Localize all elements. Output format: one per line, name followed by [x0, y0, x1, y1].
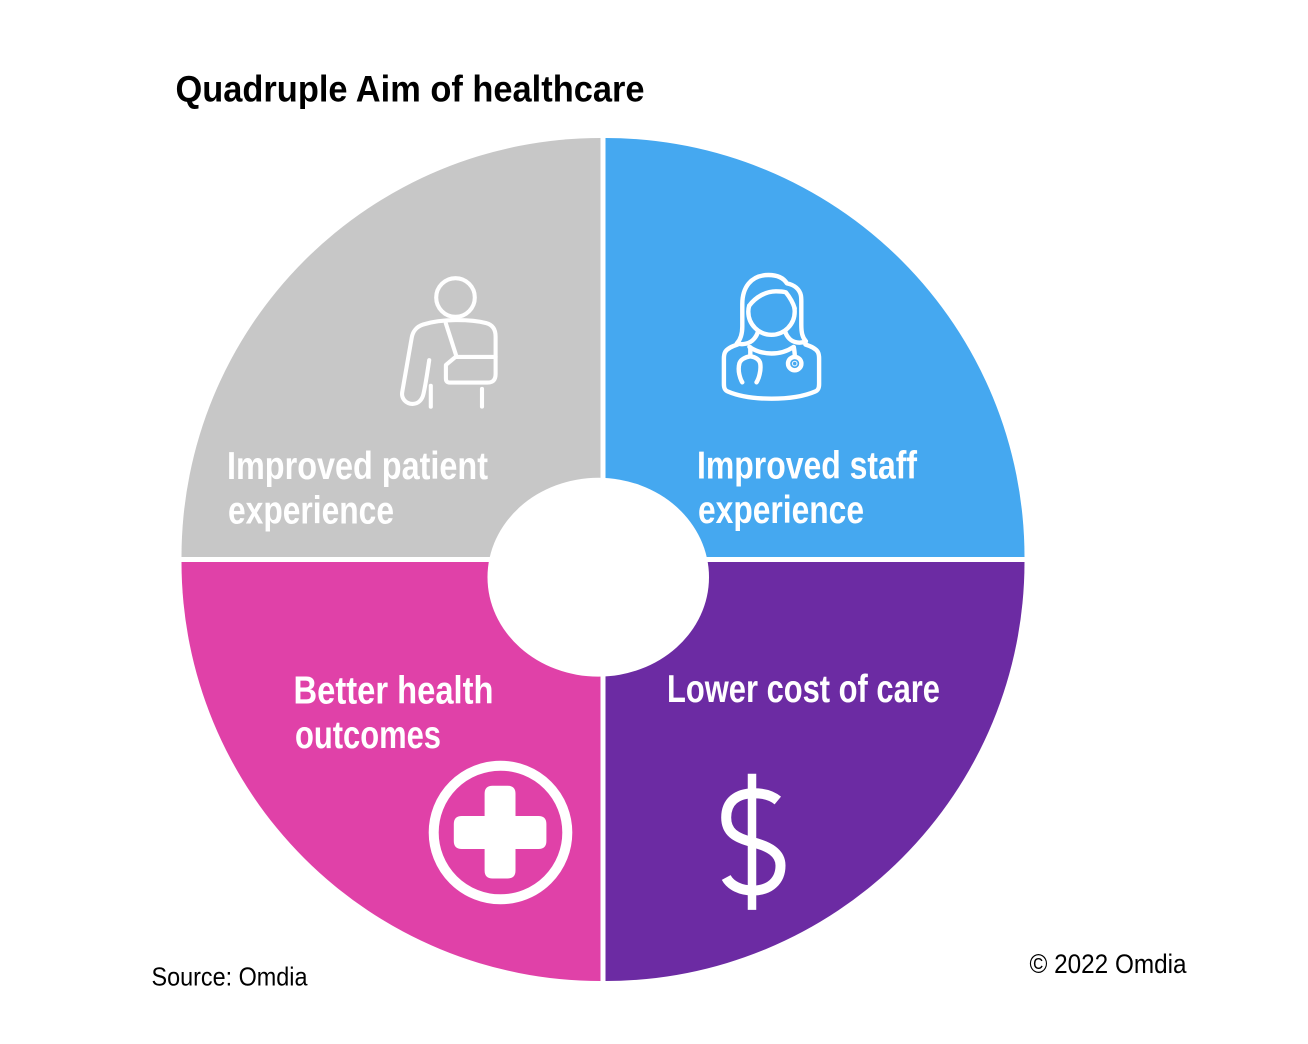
- svg-text:© 2022 Omdia: © 2022 Omdia: [1030, 949, 1188, 979]
- svg-text:Better health: Better health: [294, 670, 494, 713]
- svg-text:experience: experience: [698, 489, 864, 532]
- svg-text:Improved patient: Improved patient: [227, 445, 488, 488]
- svg-text:Improved staff: Improved staff: [697, 445, 918, 488]
- svg-text:experience: experience: [228, 489, 394, 532]
- svg-text:outcomes: outcomes: [295, 714, 441, 757]
- svg-text:Lower cost of care: Lower cost of care: [667, 668, 940, 711]
- svg-text:Source: Omdia: Source: Omdia: [152, 962, 308, 992]
- svg-text:Quadruple Aim of healthcare: Quadruple Aim of healthcare: [176, 69, 645, 110]
